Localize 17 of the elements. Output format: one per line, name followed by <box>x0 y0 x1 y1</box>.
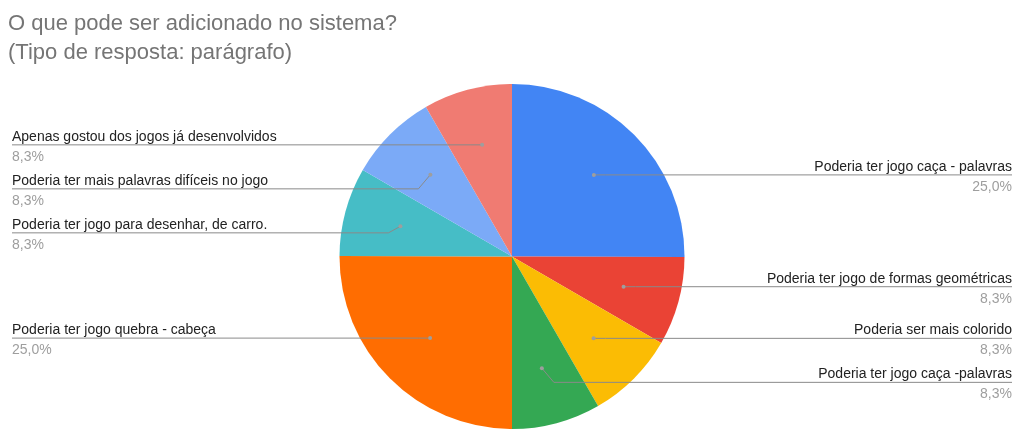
slice-label: Poderia ter jogo caça -palavras <box>818 365 1012 382</box>
slice-label: Apenas gostou dos jogos já desenvolvidos <box>12 127 277 144</box>
data-label: 8,3% <box>980 289 1012 306</box>
data-label: 8,3% <box>12 191 44 208</box>
data-label: 8,3% <box>12 147 44 164</box>
data-label: 25,0% <box>972 177 1012 194</box>
data-label: 8,3% <box>980 341 1012 358</box>
slice-label: Poderia ter jogo para desenhar, de carro. <box>12 215 268 232</box>
slice-label: Poderia ter jogo de formas geométricas <box>766 269 1012 286</box>
slice-label: Poderia ter mais palavras difíceis no jogo <box>12 171 269 188</box>
data-label: 8,3% <box>12 235 44 252</box>
data-label: 25,0% <box>12 341 52 358</box>
slice-label: Poderia ser mais colorido <box>854 321 1013 338</box>
slice-label: Poderia ter jogo caça - palavras <box>814 157 1012 174</box>
data-label: 8,3% <box>980 385 1012 402</box>
slice-label: Poderia ter jogo quebra - cabeça <box>12 321 217 338</box>
chart-title: O que pode ser adicionado no sistema? (Tipo de resposta: parágrafo) <box>8 9 398 66</box>
